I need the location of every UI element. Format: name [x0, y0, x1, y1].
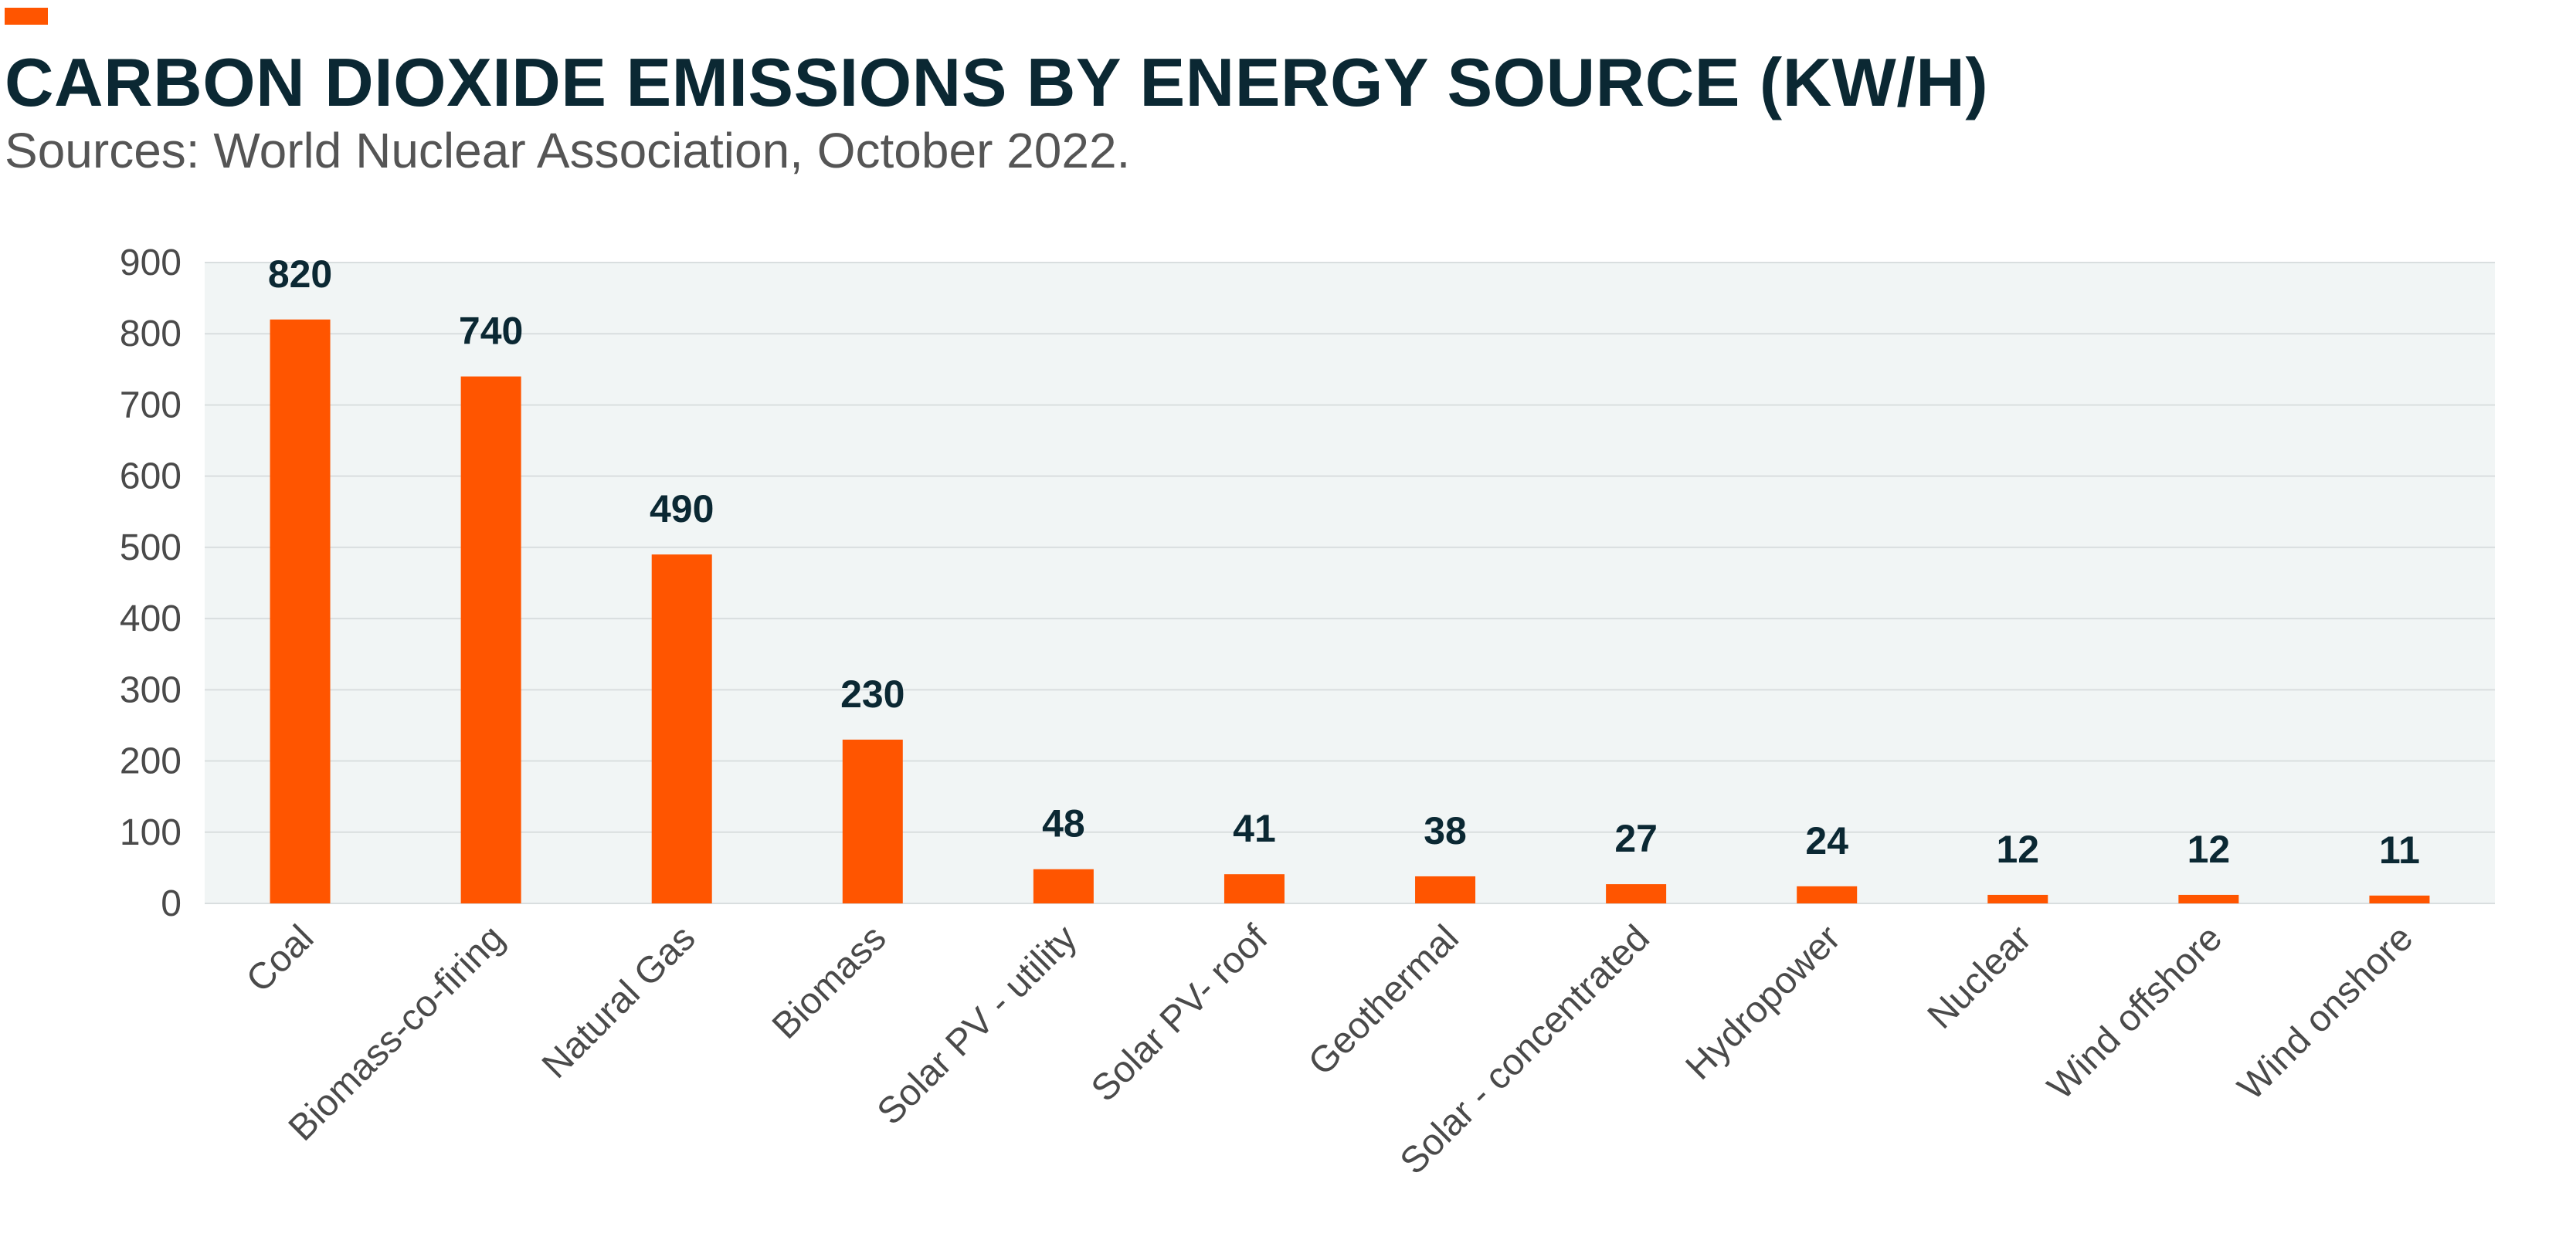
category-label: Hydropower [1678, 917, 1848, 1087]
data-label: 490 [650, 487, 714, 530]
accent-mark [5, 8, 48, 25]
y-tick-label: 500 [120, 527, 182, 568]
bar [460, 376, 521, 903]
plot-background [205, 263, 2495, 903]
data-label: 820 [268, 252, 332, 296]
category-label: Wind onshore [2230, 917, 2421, 1108]
y-tick-label: 700 [120, 385, 182, 425]
category-label: Coal [239, 917, 321, 1000]
y-axis-ticks: 0 100 200 300 400 500 600 700 800 900 [120, 242, 182, 924]
bar [1606, 884, 1667, 903]
data-label: 12 [1996, 828, 2039, 871]
category-label: Geothermal [1301, 917, 1467, 1083]
y-tick-label: 200 [120, 741, 182, 782]
bar [1224, 874, 1285, 903]
bar [842, 739, 903, 903]
y-tick-label: 600 [120, 456, 182, 497]
data-label: 48 [1042, 802, 1085, 845]
data-label: 41 [1233, 807, 1276, 850]
data-label: 230 [840, 673, 904, 716]
y-tick-label: 300 [120, 669, 182, 710]
category-label: Wind offshore [2040, 917, 2230, 1107]
category-label: Biomass [765, 917, 894, 1047]
y-tick-label: 800 [120, 313, 182, 354]
data-label: 24 [1805, 819, 1848, 862]
data-labels: 820 740 490 230 48 41 38 27 24 12 12 11 [268, 252, 2420, 872]
y-tick-label: 900 [120, 242, 182, 283]
bar [2178, 894, 2239, 903]
category-label: Natural Gas [535, 917, 704, 1086]
data-label: 27 [1614, 817, 1658, 860]
y-tick-label: 400 [120, 598, 182, 639]
bar [1033, 869, 1094, 903]
data-label: 740 [459, 310, 523, 353]
category-label: Solar PV- roof [1084, 917, 1276, 1110]
bar [651, 554, 712, 903]
bar [270, 319, 331, 903]
bar [1415, 876, 1476, 903]
y-tick-label: 0 [161, 883, 182, 924]
category-label: Nuclear [1920, 917, 2039, 1036]
category-label: Solar PV - utility [870, 917, 1085, 1133]
bars [270, 319, 2430, 903]
bar [1797, 886, 1858, 903]
data-label: 38 [1424, 809, 1467, 852]
chart-subtitle: Sources: World Nuclear Association, Octo… [5, 123, 1131, 178]
y-tick-label: 100 [120, 812, 182, 853]
data-label: 12 [2187, 828, 2231, 871]
data-label: 11 [2379, 829, 2420, 872]
bar [1987, 894, 2048, 903]
chart-title: CARBON DIOXIDE EMISSIONS BY ENERGY SOURC… [5, 44, 1989, 120]
gridlines [205, 262, 2495, 904]
bar [2369, 895, 2430, 903]
